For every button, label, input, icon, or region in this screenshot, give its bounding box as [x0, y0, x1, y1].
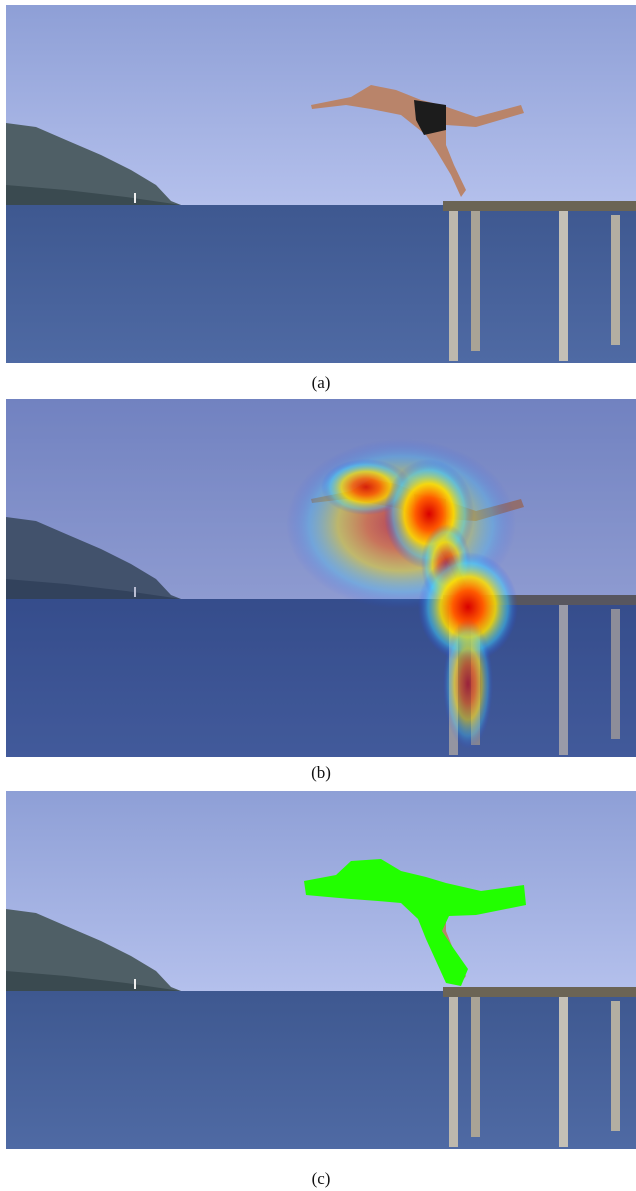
panel-a-image: [6, 5, 636, 363]
page-body: (a) (b) (c) (() => { const data = JSON.p…: [0, 0, 636, 1191]
panel-b: [6, 399, 636, 757]
panel-c-image: [6, 791, 636, 1149]
caption: (a): [312, 373, 331, 392]
caption: (c): [312, 1169, 331, 1188]
page: {"figure": {"panels": [{"caption": "(a)"…: [0, 0, 636, 1191]
panel-c: [6, 791, 636, 1149]
figure: (a) (b) (c): [0, 0, 636, 1191]
caption: (b): [311, 763, 331, 782]
heatmap: [443, 619, 493, 749]
